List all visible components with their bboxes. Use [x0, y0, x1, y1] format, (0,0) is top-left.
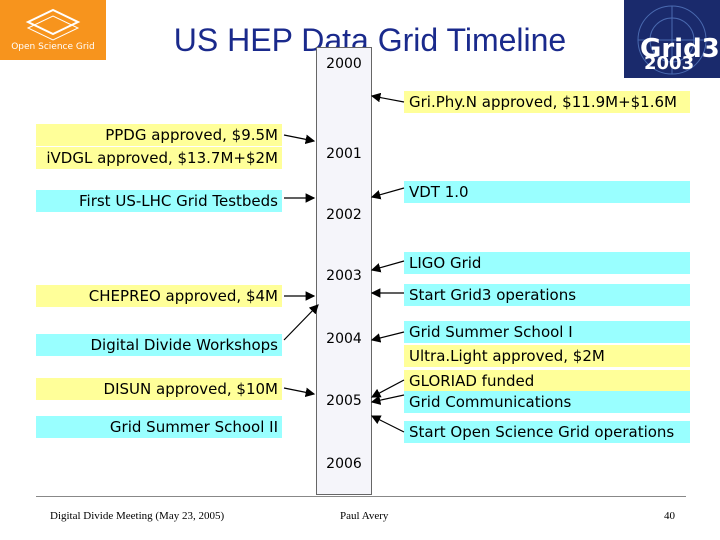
event-grid-summer-school-1: Grid Summer School I: [404, 321, 690, 343]
year-label: 2004: [326, 331, 362, 347]
timeline-column: 2000 2001 2002 2003 2004 2005 2006: [316, 47, 372, 495]
event-ppdg: PPDG approved, $9.5M: [36, 124, 282, 146]
event-gloriad: GLORIAD funded: [404, 370, 690, 392]
arrow-gloriad: [370, 379, 405, 398]
arrow-ligo: [370, 260, 405, 273]
year-label: 2001: [326, 146, 362, 162]
grid-cube-icon: [25, 8, 81, 41]
event-griphyn: Gri.Phy.N approved, $11.9M+$1.6M: [404, 91, 690, 113]
footer-author: Paul Avery: [340, 510, 389, 522]
event-ivdgl: iVDGL approved, $13.7M+$2M: [36, 147, 282, 169]
arrow-disun: [283, 387, 316, 398]
year-label: 2005: [326, 393, 362, 409]
arrow-gss1: [370, 331, 405, 343]
event-ultralight: Ultra.Light approved, $2M: [404, 345, 690, 367]
arrow-vdt: [370, 187, 405, 200]
event-start-grid3: Start Grid3 operations: [404, 284, 690, 306]
event-grid-summer-school-2: Grid Summer School II: [36, 416, 282, 438]
grid3-logo: Grid3 2003: [624, 0, 720, 78]
osg-logo-text: Open Science Grid: [11, 42, 95, 52]
grid3-logo-text: Grid3: [640, 34, 720, 64]
year-label: 2006: [326, 456, 362, 472]
event-ligo-grid: LIGO Grid: [404, 252, 690, 274]
arrow-osg: [370, 415, 405, 433]
event-us-lhc-testbeds: First US-LHC Grid Testbeds: [36, 190, 282, 212]
year-label: 2002: [326, 207, 362, 223]
arrow-griphyn: [370, 92, 405, 103]
arrow-grid-comm: [370, 394, 405, 405]
event-chepreo: CHEPREO approved, $4M: [36, 285, 282, 307]
open-science-grid-logo: Open Science Grid: [0, 0, 106, 60]
event-grid-communications: Grid Communications: [404, 391, 690, 413]
year-label: 2003: [326, 268, 362, 284]
footer-meeting: Digital Divide Meeting (May 23, 2005): [50, 510, 225, 522]
grid3-logo-year: 2003: [644, 53, 695, 74]
event-digital-divide-workshops: Digital Divide Workshops: [36, 334, 282, 356]
event-disun: DISUN approved, $10M: [36, 378, 282, 400]
globe-icon: [637, 5, 707, 75]
event-vdt: VDT 1.0: [404, 181, 690, 203]
year-label: 2000: [326, 56, 362, 72]
arrow-ppdg: [283, 134, 316, 145]
event-start-osg: Start Open Science Grid operations: [404, 421, 690, 443]
footer-divider: [36, 496, 686, 497]
arrow-dd-workshops: [283, 304, 319, 341]
footer-page-number: 40: [664, 510, 675, 522]
